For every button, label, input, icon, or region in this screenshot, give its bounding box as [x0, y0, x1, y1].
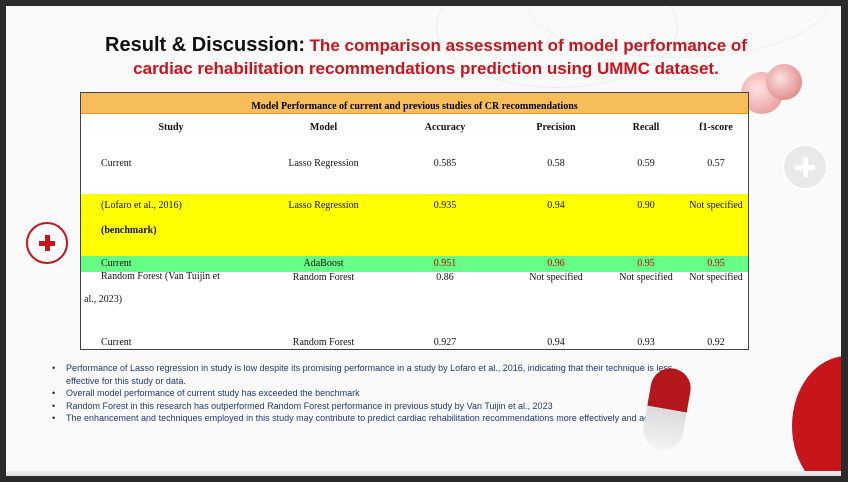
cell-precision: 0.58: [547, 158, 565, 169]
table-row: Current Lasso Regression 0.585 0.58 0.59…: [81, 142, 748, 194]
cell-accuracy: 0.927: [433, 337, 457, 348]
cell-recall: 0.90: [608, 194, 684, 256]
title-sub-line1: The comparison assessment of model perfo…: [309, 36, 747, 55]
title-lead: Result & Discussion:: [105, 34, 306, 56]
cell-study-line2: al., 2023): [84, 294, 123, 305]
cell-recall: 0.95: [608, 256, 684, 272]
cell-recall: Not specified: [619, 272, 673, 283]
cell-precision: 0.96: [504, 256, 608, 272]
cell-f1: 0.57: [707, 158, 725, 169]
header-recall: Recall: [632, 122, 660, 133]
cell-study: Current: [101, 158, 132, 169]
bullet-item: Performance of Lasso regression in study…: [52, 362, 690, 387]
cell-study: Current: [101, 337, 132, 348]
cell-study-line2: (benchmark): [101, 225, 157, 236]
table-row-benchmark: (Lofaro et al., 2016) (benchmark) Lasso …: [81, 194, 748, 256]
cell-f1: Not specified: [684, 194, 748, 256]
cell-study-line1: Random Forest (Van Tuijin et: [101, 271, 220, 282]
cell-precision: 0.94: [504, 194, 608, 256]
cell-study: Random Forest (Van Tuijin et al., 2023): [81, 271, 261, 324]
bullet-item: Overall model performance of current stu…: [52, 387, 690, 400]
table-row: Current Random Forest 0.927 0.94 0.93 0.…: [81, 324, 748, 359]
cell-accuracy: 0.935: [386, 194, 504, 256]
cell-study: Current: [81, 256, 261, 272]
cell-model: Lasso Regression: [288, 158, 359, 169]
cell-f1: Not specified: [689, 272, 743, 283]
slide-title: Result & Discussion: The comparison asse…: [66, 34, 786, 81]
cell-model: Lasso Regression: [261, 194, 386, 256]
medical-cross-icon: [782, 144, 828, 190]
cell-accuracy: 0.585: [433, 158, 457, 169]
performance-table: Model Performance of current and previou…: [80, 92, 749, 350]
cell-study-line1: (Lofaro et al., 2016): [101, 200, 182, 211]
cell-f1: 0.92: [707, 337, 725, 348]
table-row-best: Current AdaBoost 0.951 0.96 0.95 0.95: [81, 256, 748, 272]
cell-model: Random Forest: [292, 272, 355, 283]
header-precision: Precision: [536, 122, 576, 133]
header-study: Study: [158, 122, 184, 133]
decorative-red-arc: [792, 356, 841, 476]
cell-model: AdaBoost: [261, 256, 386, 272]
header-model: Model: [309, 122, 338, 133]
cell-model: Random Forest: [292, 337, 355, 348]
cell-study: (Lofaro et al., 2016) (benchmark): [81, 194, 261, 256]
header-accuracy: Accuracy: [424, 122, 466, 133]
slide: Result & Discussion: The comparison asse…: [6, 6, 841, 476]
cell-accuracy: 0.86: [436, 272, 454, 283]
bullet-item: The enhancement and techniques employed …: [52, 412, 690, 425]
table-row: Random Forest (Van Tuijin et al., 2023) …: [81, 271, 748, 324]
cell-accuracy: 0.951: [386, 256, 504, 272]
cell-recall: 0.93: [637, 337, 655, 348]
cell-recall: 0.59: [637, 158, 655, 169]
header-f1: f1-score: [699, 122, 733, 133]
table-caption: Model Performance of current and previou…: [81, 93, 748, 114]
pill-icon: [766, 64, 802, 100]
slide-bottom-edge: [6, 471, 841, 476]
title-sub-line2: cardiac rehabilitation recommendations p…: [133, 59, 719, 78]
discussion-bullets: Performance of Lasso regression in study…: [50, 362, 690, 425]
cell-f1: 0.95: [684, 256, 748, 272]
bullet-item: Random Forest in this research has outpe…: [52, 400, 690, 413]
cell-precision: Not specified: [529, 272, 583, 283]
medical-cross-icon: [26, 222, 68, 264]
cell-precision: 0.94: [547, 337, 565, 348]
table-header-row: Study Model Accuracy Precision Recall f1…: [81, 114, 748, 142]
